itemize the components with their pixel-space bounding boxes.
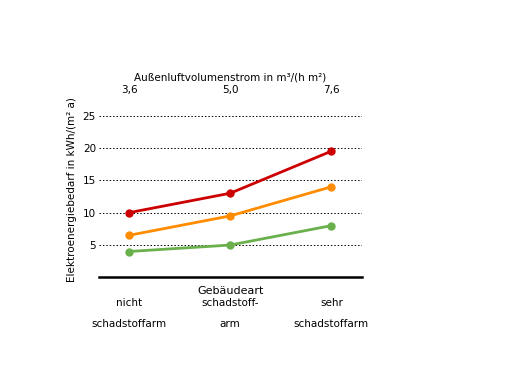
Text: schadstoffarm: schadstoffarm bbox=[91, 319, 166, 329]
Text: schadstoff-: schadstoff- bbox=[201, 298, 259, 309]
Y-axis label: Elektroenergiebedarf in kWh/(m² a): Elektroenergiebedarf in kWh/(m² a) bbox=[67, 98, 77, 282]
Text: arm: arm bbox=[219, 319, 240, 329]
Text: schadstoffarm: schadstoffarm bbox=[293, 319, 368, 329]
Text: sehr: sehr bbox=[319, 298, 342, 309]
X-axis label: Außenluftvolumenstrom in m³/(h m²): Außenluftvolumenstrom in m³/(h m²) bbox=[134, 73, 326, 83]
Text: nicht: nicht bbox=[116, 298, 142, 309]
Text: Gebäudeart: Gebäudeart bbox=[196, 286, 263, 296]
